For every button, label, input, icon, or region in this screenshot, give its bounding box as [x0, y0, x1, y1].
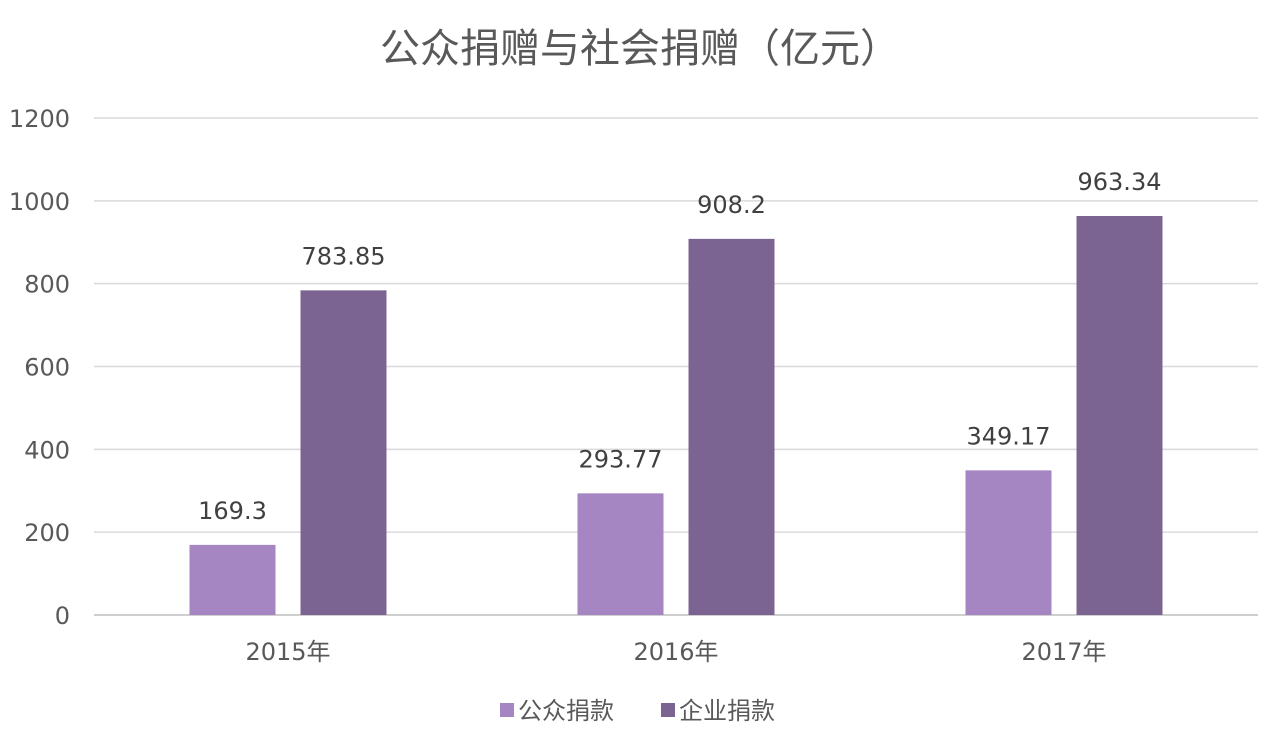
gridlines [94, 117, 1258, 616]
y-tick-label: 0 [55, 602, 70, 630]
bar-public [577, 493, 664, 615]
x-category-label: 2017年 [1021, 638, 1106, 666]
bar-corporate [1076, 216, 1163, 616]
y-tick-label: 800 [24, 271, 70, 299]
data-label: 169.3 [198, 497, 267, 525]
y-tick-label: 400 [24, 436, 70, 464]
legend-label: 公众捐款 [518, 697, 614, 725]
data-label: 908.2 [697, 191, 766, 219]
y-tick-label: 1000 [9, 188, 70, 216]
legend-label: 企业捐款 [679, 697, 775, 725]
data-label: 293.77 [579, 445, 663, 473]
data-label: 963.34 [1078, 168, 1162, 196]
x-axis-categories: 2015年 2016年 2017年 [245, 638, 1106, 666]
legend-swatch [661, 703, 675, 717]
x-category-label: 2016年 [633, 638, 718, 666]
y-tick-label: 200 [24, 519, 70, 547]
y-axis-ticks: 0 200 400 600 800 1000 1200 [9, 105, 70, 630]
bar-public [965, 470, 1052, 615]
y-tick-label: 1200 [9, 105, 70, 133]
legend: 公众捐款 企业捐款 [500, 697, 775, 725]
legend-swatch [500, 703, 514, 717]
data-label: 349.17 [967, 422, 1051, 450]
bar-public [189, 544, 276, 615]
chart-title: 公众捐赠与社会捐赠（亿元） [380, 26, 900, 72]
bars [189, 216, 1163, 616]
y-tick-label: 600 [24, 354, 70, 382]
bar-corporate [300, 290, 387, 615]
data-label: 783.85 [302, 242, 386, 270]
data-labels: 169.3 783.85 293.77 908.2 349.17 963.34 [198, 168, 1161, 525]
bar-corporate [688, 238, 775, 616]
x-category-label: 2015年 [245, 638, 330, 666]
